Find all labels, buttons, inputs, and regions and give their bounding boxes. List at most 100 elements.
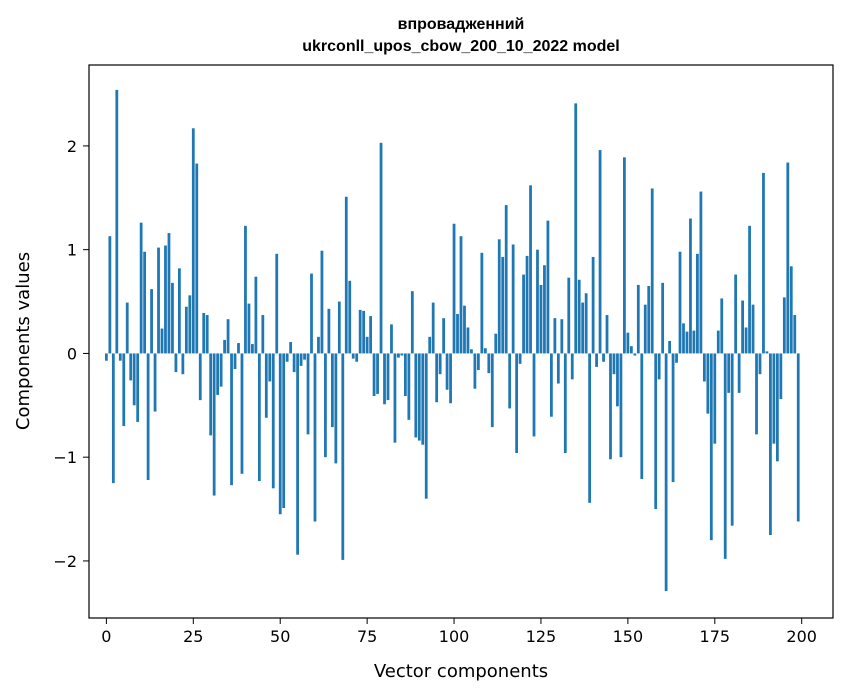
- x-axis-label: Vector components: [374, 661, 548, 682]
- bar: [198, 353, 202, 401]
- bar: [292, 353, 296, 373]
- chart-title: впровадженний: [398, 16, 525, 33]
- bar: [529, 185, 532, 354]
- bar: [317, 336, 320, 354]
- bar: [504, 205, 508, 354]
- bar: [779, 353, 783, 400]
- bar: [522, 274, 525, 354]
- bar: [365, 336, 369, 354]
- bar: [303, 353, 306, 360]
- bar: [334, 353, 338, 464]
- bar: [191, 128, 195, 354]
- bar: [490, 353, 494, 428]
- bar: [268, 353, 272, 382]
- bar: [671, 353, 675, 483]
- bar: [442, 318, 446, 354]
- bar: [164, 245, 167, 354]
- bar: [748, 225, 751, 354]
- bar: [150, 289, 153, 354]
- bar: [167, 233, 171, 354]
- bar: [438, 353, 442, 375]
- bar: [212, 353, 216, 496]
- bar: [483, 348, 487, 354]
- bar: [699, 191, 703, 354]
- bar: [682, 323, 685, 354]
- bar: [664, 353, 668, 592]
- bar: [188, 295, 192, 354]
- bar: [772, 353, 776, 444]
- bar: [532, 353, 536, 437]
- bar: [605, 315, 609, 354]
- bar: [782, 297, 786, 354]
- bar: [640, 353, 644, 479]
- bar: [320, 250, 324, 354]
- bar: [104, 353, 108, 361]
- bar: [556, 353, 560, 384]
- bar: [789, 266, 793, 354]
- bar: [459, 236, 463, 354]
- bar: [668, 340, 671, 354]
- y-tick-label: 2: [67, 137, 77, 156]
- bar: [550, 353, 553, 417]
- bar: [407, 353, 411, 420]
- bar: [508, 353, 512, 409]
- bar: [195, 163, 199, 354]
- bar: [581, 302, 585, 354]
- bar: [623, 157, 626, 354]
- bar: [153, 353, 157, 412]
- bar: [685, 331, 689, 354]
- plot-frame: [88, 64, 834, 619]
- bar: [706, 353, 710, 414]
- bar: [758, 353, 762, 375]
- bar: [536, 249, 539, 354]
- bar: [310, 273, 313, 354]
- bar: [480, 252, 484, 354]
- bar: [400, 353, 404, 356]
- bar: [689, 218, 692, 354]
- bar: [574, 103, 578, 354]
- bar: [636, 284, 640, 354]
- bar: [358, 309, 362, 354]
- x-axis-ticks: 0 25 50 75 100 125 150 175 200: [101, 618, 817, 646]
- bar: [257, 353, 261, 482]
- bar: [261, 315, 265, 354]
- bar: [755, 353, 758, 435]
- bar: [560, 319, 564, 354]
- x-tick-label: 125: [526, 627, 557, 646]
- bar: [376, 353, 379, 394]
- bar: [591, 256, 595, 354]
- bar: [386, 353, 390, 401]
- bar: [327, 308, 331, 354]
- bar: [216, 353, 220, 395]
- x-tick-label: 50: [270, 627, 290, 646]
- bar: [494, 333, 498, 354]
- bar: [476, 353, 480, 371]
- bar: [160, 328, 164, 354]
- bar: [734, 274, 738, 354]
- bar: [696, 253, 699, 354]
- bar: [518, 353, 522, 364]
- bar: [452, 223, 456, 354]
- bar: [233, 353, 237, 369]
- y-tick-label: −1: [53, 448, 77, 467]
- bar: [449, 353, 452, 404]
- bars-group: [104, 89, 800, 592]
- bar: [184, 306, 188, 354]
- bar: [143, 251, 147, 354]
- bar: [351, 353, 355, 359]
- bar: [414, 353, 418, 438]
- bar: [515, 353, 519, 454]
- bar: [181, 353, 185, 375]
- bar: [237, 343, 240, 354]
- bar: [602, 353, 605, 362]
- bar: [278, 353, 282, 515]
- bar: [129, 353, 133, 381]
- x-tick-label: 175: [700, 627, 731, 646]
- bar: [424, 353, 428, 499]
- bar: [616, 353, 619, 407]
- bar: [786, 162, 790, 354]
- bar: [230, 353, 233, 486]
- x-tick-label: 75: [357, 627, 377, 646]
- bar: [118, 353, 122, 361]
- bar: [709, 353, 713, 541]
